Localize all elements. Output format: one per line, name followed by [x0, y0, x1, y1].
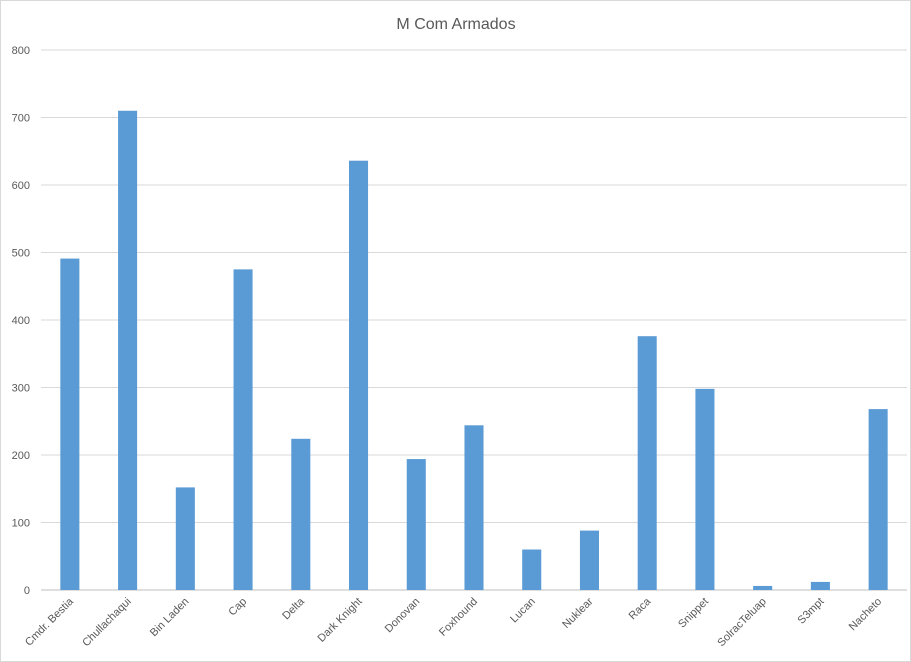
y-tick-label: 400: [12, 315, 30, 327]
chart-title: M Com Armados: [396, 16, 515, 33]
x-tick-label: S3mpt: [796, 596, 827, 627]
bar: [464, 425, 484, 590]
y-tick-label: 100: [12, 518, 30, 530]
bar: [695, 388, 715, 590]
x-tick-label: Foxhound: [437, 596, 480, 639]
bar: [637, 336, 657, 590]
y-tick-label: 500: [12, 248, 30, 260]
y-tick-label: 300: [12, 383, 30, 395]
bar: [406, 459, 426, 590]
bar: [175, 487, 195, 590]
bar: [118, 110, 138, 590]
x-tick-label: Bin Laden: [148, 596, 192, 640]
y-tick-label: 800: [12, 45, 30, 57]
bar: [868, 409, 888, 590]
x-tick-label: Nuklear: [560, 595, 596, 631]
x-tick-label: Dark Knight: [316, 596, 365, 645]
bars: [60, 110, 888, 590]
bar: [810, 581, 830, 590]
y-tick-label: 700: [12, 113, 30, 125]
x-tick-label: Chullachaqui: [80, 596, 133, 649]
x-tick-label: SolracTeluap: [715, 596, 768, 649]
y-tick-label: 600: [12, 180, 30, 192]
bar: [349, 160, 369, 590]
y-tick-label: 200: [12, 450, 30, 462]
x-tick-label: Lucan: [508, 596, 538, 626]
y-axis-ticks: 0 100 200 300 400 500 600 700 800: [12, 45, 30, 597]
x-tick-label: Snippet: [676, 596, 711, 631]
bar: [291, 438, 311, 590]
bar: [579, 530, 599, 590]
y-tick-label: 0: [24, 585, 30, 597]
x-tick-label: Cap: [226, 596, 249, 619]
x-axis-ticks: Cmdr. Bestia Chullachaqui Bin Laden Cap Delt…: [23, 595, 884, 649]
bar: [60, 258, 80, 590]
bar: [753, 585, 773, 590]
x-tick-label: Cmdr. Bestia: [23, 595, 77, 649]
x-tick-label: Delta: [280, 595, 307, 622]
bar: [233, 269, 253, 590]
x-tick-label: Raca: [627, 595, 654, 622]
x-tick-label: Nacheto: [847, 596, 884, 633]
x-tick-label: Donovan: [383, 596, 423, 636]
bar: [522, 549, 542, 590]
